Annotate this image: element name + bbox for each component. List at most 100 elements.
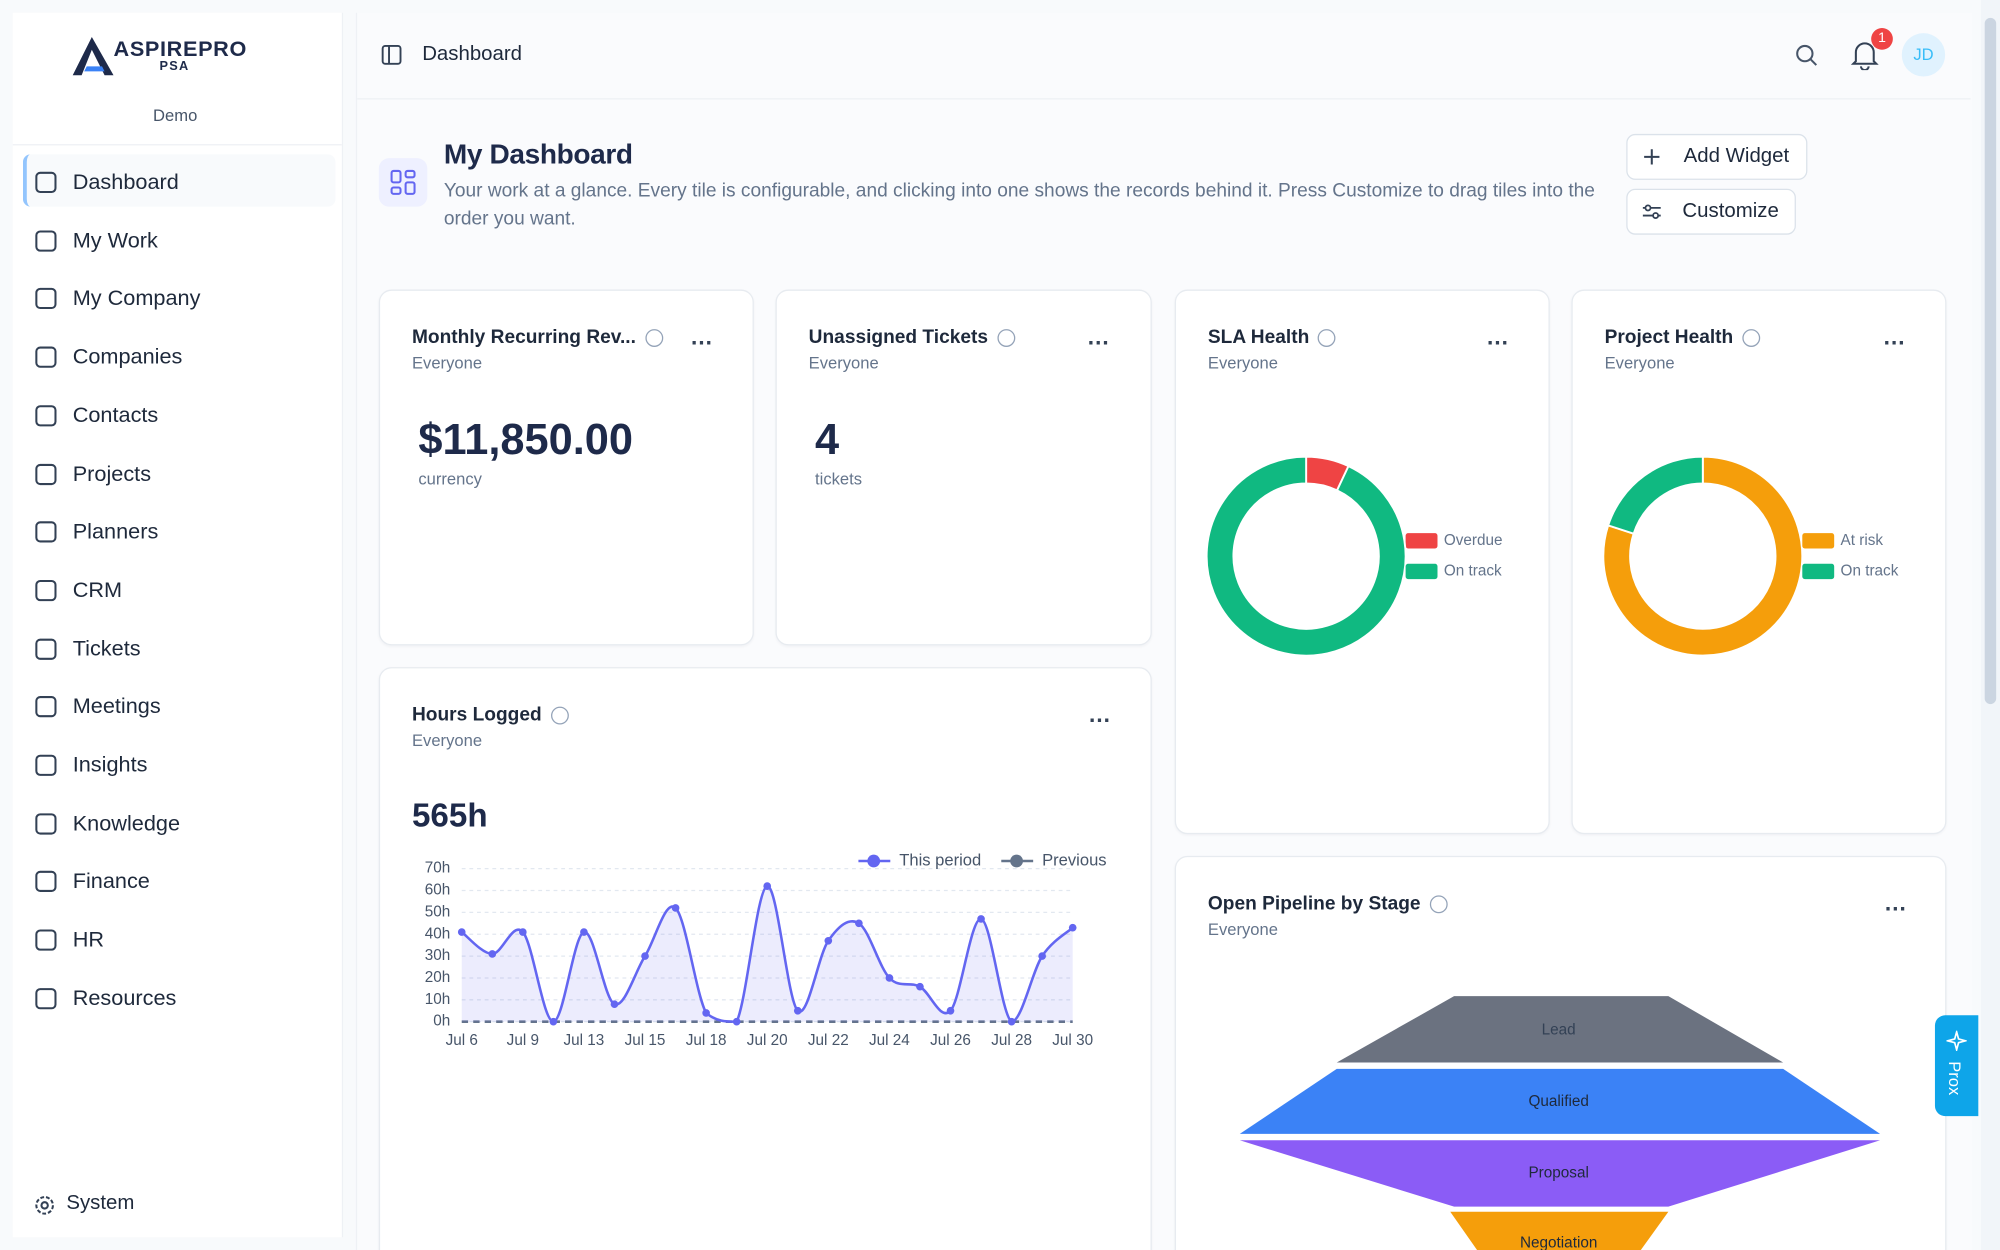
donut-segment bbox=[1602, 455, 1804, 657]
button-label: Customize bbox=[1682, 200, 1779, 222]
y-tick-label: 40h bbox=[425, 925, 451, 942]
nav-icon bbox=[35, 812, 57, 835]
nav-item[interactable]: Planners bbox=[72, 519, 159, 544]
legend-label: Previous bbox=[1042, 850, 1107, 869]
widget-card[interactable] bbox=[378, 289, 754, 646]
avatar[interactable]: JD bbox=[1901, 33, 1946, 77]
y-tick-label: 50h bbox=[425, 903, 451, 920]
data-point bbox=[763, 882, 772, 890]
y-tick-label: 70h bbox=[425, 860, 451, 877]
widget-title: Hours Logged bbox=[411, 704, 542, 726]
nav-item[interactable]: Meetings bbox=[72, 694, 161, 719]
nav-icon bbox=[35, 346, 57, 368]
nav-item[interactable]: Finance bbox=[72, 869, 150, 894]
customize-button[interactable]: Customize bbox=[1626, 188, 1796, 235]
scrollbar-thumb[interactable] bbox=[1984, 17, 1997, 705]
data-point bbox=[793, 1006, 802, 1015]
widget-menu[interactable]: … bbox=[1882, 323, 1907, 350]
nav-icon bbox=[35, 754, 57, 776]
x-tick-label: Jul 6 bbox=[446, 1032, 478, 1049]
widget-scope: Everyone bbox=[411, 353, 483, 373]
data-point bbox=[1007, 1017, 1016, 1026]
widget-title: Unassigned Tickets bbox=[808, 326, 989, 349]
line-area bbox=[461, 886, 1073, 1022]
page-title: My Dashboard bbox=[443, 137, 633, 170]
x-tick-label: Jul 28 bbox=[991, 1032, 1032, 1049]
nav-item[interactable]: Contacts bbox=[72, 402, 159, 428]
legend-swatch bbox=[1405, 563, 1438, 580]
widget-card[interactable] bbox=[1174, 289, 1550, 835]
data-point bbox=[488, 950, 497, 958]
nav-icon bbox=[35, 987, 57, 1010]
funnel-stage bbox=[1239, 1068, 1881, 1134]
nav-active bbox=[22, 154, 336, 207]
funnel-label: Proposal bbox=[1528, 1165, 1588, 1182]
data-point bbox=[885, 974, 894, 982]
notifications[interactable] bbox=[1850, 40, 1879, 71]
data-point bbox=[519, 928, 527, 936]
nav-item[interactable]: My Work bbox=[72, 227, 158, 253]
brand: ASPIREPRO bbox=[113, 36, 247, 62]
system-icon bbox=[35, 1196, 54, 1215]
kpi-value: $11,850.00 bbox=[418, 415, 634, 465]
widget-scope: Everyone bbox=[1604, 353, 1675, 373]
widget-menu[interactable]: … bbox=[1883, 890, 1909, 916]
info-icon bbox=[644, 329, 663, 347]
donut-segment bbox=[1606, 455, 1704, 535]
widget-menu[interactable]: … bbox=[1485, 323, 1511, 350]
nav-item[interactable]: Knowledge bbox=[72, 810, 181, 836]
data-point bbox=[457, 928, 466, 936]
data-point bbox=[977, 915, 985, 923]
nav-system[interactable]: System bbox=[66, 1192, 135, 1215]
nav-item[interactable]: Companies bbox=[72, 344, 183, 369]
nav-icon bbox=[35, 696, 57, 718]
nav-item[interactable]: Tickets bbox=[72, 635, 141, 661]
widget-title: Open Pipeline by Stage bbox=[1207, 892, 1421, 915]
brand-sub: PSA bbox=[159, 59, 190, 74]
widget-card[interactable] bbox=[775, 289, 1152, 646]
x-tick-label: Jul 18 bbox=[686, 1032, 727, 1049]
data-point bbox=[824, 936, 833, 945]
funnel-stage bbox=[1450, 1211, 1669, 1250]
search[interactable] bbox=[1795, 43, 1818, 66]
assistant-tab[interactable]: Prox bbox=[1934, 1015, 1979, 1117]
widget-menu[interactable]: … bbox=[1086, 323, 1111, 350]
nav-item[interactable]: Insights bbox=[72, 752, 148, 777]
info-icon bbox=[996, 329, 1015, 347]
nav-item[interactable]: Dashboard bbox=[72, 169, 179, 194]
x-tick-label: Jul 15 bbox=[625, 1032, 666, 1049]
nav-item[interactable]: CRM bbox=[72, 577, 123, 602]
widget-menu[interactable]: … bbox=[690, 323, 715, 350]
assistant-label: Prox bbox=[1945, 1061, 1965, 1096]
x-tick-label: Jul 22 bbox=[808, 1032, 849, 1049]
widget-scope: Everyone bbox=[1207, 919, 1278, 939]
widget-menu[interactable]: … bbox=[1088, 701, 1113, 728]
nav-item[interactable]: Resources bbox=[72, 985, 177, 1010]
nav-item[interactable]: HR bbox=[72, 927, 105, 952]
breadcrumb: Dashboard bbox=[422, 43, 523, 66]
legend-label: On track bbox=[1841, 562, 1899, 579]
nav-item[interactable]: Projects bbox=[72, 461, 152, 486]
widget-scope: Everyone bbox=[808, 353, 879, 373]
data-point bbox=[916, 982, 924, 991]
x-tick-label: Jul 9 bbox=[507, 1032, 539, 1049]
info-icon bbox=[550, 706, 569, 725]
legend-swatch bbox=[1802, 533, 1835, 549]
nav-icon bbox=[35, 638, 57, 660]
legend-label: Overdue bbox=[1444, 532, 1503, 549]
nav-icon bbox=[35, 171, 57, 193]
page-description: Your work at a glance. Every tile is con… bbox=[443, 179, 1595, 230]
y-tick-label: 30h bbox=[425, 947, 451, 964]
info-icon bbox=[1318, 329, 1337, 347]
sidebar-toggle[interactable] bbox=[381, 44, 402, 65]
kpi-value: 565h bbox=[411, 795, 488, 835]
data-point bbox=[732, 1017, 741, 1026]
add-widget-button[interactable]: Add Widget bbox=[1626, 133, 1808, 180]
widget-card[interactable] bbox=[378, 667, 1152, 1250]
nav-item[interactable]: My Company bbox=[72, 286, 201, 311]
x-tick-label: Jul 20 bbox=[747, 1032, 788, 1049]
widget-card[interactable] bbox=[1571, 289, 1947, 835]
data-point bbox=[855, 919, 863, 928]
